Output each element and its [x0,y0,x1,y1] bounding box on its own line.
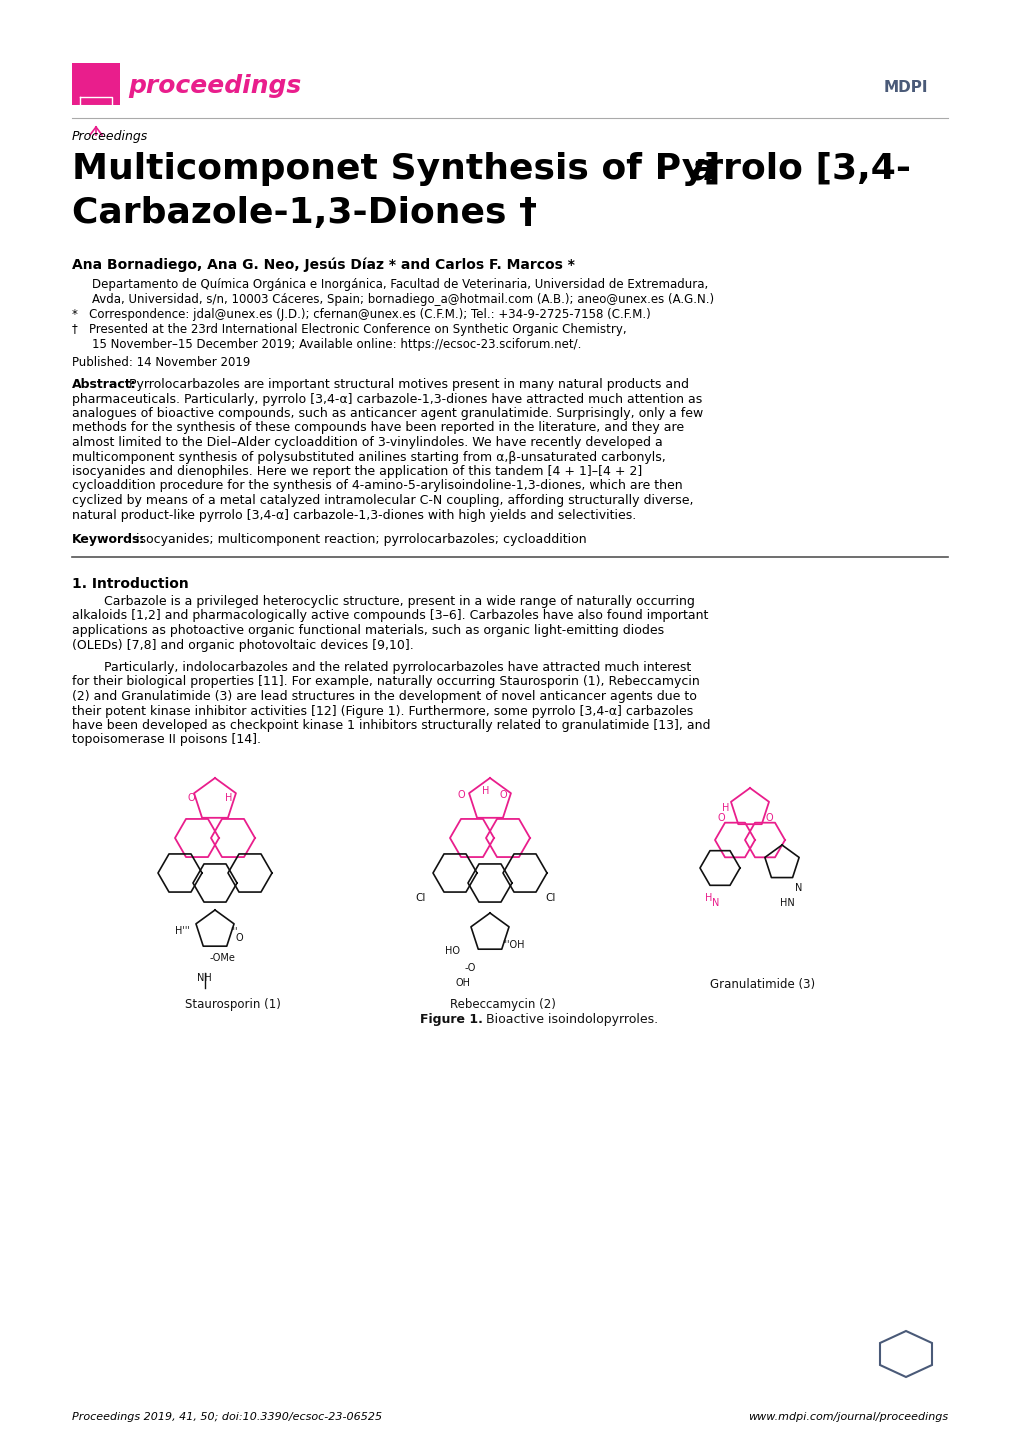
Text: Carbazole is a privileged heterocyclic structure, present in a wide range of nat: Carbazole is a privileged heterocyclic s… [72,596,694,609]
Text: Particularly, indolocarbazoles and the related pyrrolocarbazoles have attracted : Particularly, indolocarbazoles and the r… [72,660,691,673]
Text: methods for the synthesis of these compounds have been reported in the literatur: methods for the synthesis of these compo… [72,421,684,434]
Text: almost limited to the Diel–Alder cycloaddition of 3-vinylindoles. We have recent: almost limited to the Diel–Alder cycload… [72,435,662,448]
Text: applications as photoactive organic functional materials, such as organic light-: applications as photoactive organic func… [72,624,663,637]
Text: HO: HO [444,946,460,956]
Text: H''': H''' [175,926,190,936]
Text: have been developed as checkpoint kinase 1 inhibitors structurally related to gr: have been developed as checkpoint kinase… [72,720,710,733]
Text: -O: -O [465,963,476,973]
Text: (2) and Granulatimide (3) are lead structures in the development of novel antica: (2) and Granulatimide (3) are lead struc… [72,691,696,704]
Text: Bioactive isoindolopyrroles.: Bioactive isoindolopyrroles. [482,1012,657,1027]
Text: O: O [234,933,243,943]
Text: cycloaddition procedure for the synthesis of 4-amino-5-arylisoindoline-1,3-dione: cycloaddition procedure for the synthesi… [72,480,682,493]
Text: Granulatimide (3): Granulatimide (3) [709,978,814,991]
Text: ''': ''' [229,926,237,936]
Text: (OLEDs) [7,8] and organic photovoltaic devices [9,10].: (OLEDs) [7,8] and organic photovoltaic d… [72,639,414,652]
Text: pharmaceuticals. Particularly, pyrrolo [3,4-α] carbazole-1,3-diones have attract: pharmaceuticals. Particularly, pyrrolo [… [72,392,701,405]
Text: multicomponent synthesis of polysubstituted anilines starting from α,β-unsaturat: multicomponent synthesis of polysubstitu… [72,450,665,463]
Text: Published: 14 November 2019: Published: 14 November 2019 [72,356,250,369]
Text: Carbazole-1,3-Diones †: Carbazole-1,3-Diones † [72,196,537,231]
Text: proceedings: proceedings [127,74,301,98]
Text: †   Presented at the 23rd International Electronic Conference on Synthetic Organ: † Presented at the 23rd International El… [72,323,626,336]
Text: 15 November–15 December 2019; Available online: https://ecsoc-23.sciforum.net/.: 15 November–15 December 2019; Available … [92,337,581,350]
Text: a: a [689,151,713,186]
Text: alkaloids [1,2] and pharmacologically active compounds [3–6]. Carbazoles have al: alkaloids [1,2] and pharmacologically ac… [72,610,707,623]
Text: '''OH: '''OH [501,940,524,950]
Text: Ana Bornadiego, Ana G. Neo, Jesús Díaz * and Carlos F. Marcos *: Ana Bornadiego, Ana G. Neo, Jesús Díaz *… [72,258,575,273]
Text: cyclized by means of a metal catalyzed intramolecular C-N coupling, affording st: cyclized by means of a metal catalyzed i… [72,495,693,508]
Text: isocyanides; multicomponent reaction; pyrrolocarbazoles; cycloaddition: isocyanides; multicomponent reaction; py… [136,534,586,547]
FancyBboxPatch shape [72,63,120,105]
Text: NH: NH [197,973,212,983]
Text: topoisomerase II poisons [14].: topoisomerase II poisons [14]. [72,734,261,747]
Text: Cl: Cl [415,893,425,903]
Text: -OMe: -OMe [210,953,235,963]
Text: Departamento de Química Orgánica e Inorgánica, Facultad de Veterinaria, Universi: Departamento de Química Orgánica e Inorg… [92,278,707,291]
Text: H: H [225,793,232,803]
Text: H: H [482,786,489,796]
Text: for their biological properties [11]. For example, naturally occurring Staurospo: for their biological properties [11]. Fo… [72,675,699,688]
Text: O: O [764,813,771,823]
Text: MDPI: MDPI [882,81,927,95]
Text: O: O [186,793,195,803]
Text: Keywords:: Keywords: [72,534,146,547]
Text: N: N [711,898,718,908]
Text: Proceedings: Proceedings [72,130,148,143]
Text: ]: ] [703,151,719,186]
Text: natural product-like pyrrolo [3,4-α] carbazole-1,3-diones with high yields and s: natural product-like pyrrolo [3,4-α] car… [72,509,636,522]
Text: O: O [717,813,725,823]
Text: 1. Introduction: 1. Introduction [72,577,189,591]
Text: Figure 1.: Figure 1. [420,1012,482,1027]
Text: HN: HN [780,898,794,908]
Text: Multicomponet Synthesis of Pyrrolo [3,4-: Multicomponet Synthesis of Pyrrolo [3,4- [72,151,910,186]
Text: O: O [458,790,465,800]
Text: Pyrrolocarbazoles are important structural motives present in many natural produ: Pyrrolocarbazoles are important structur… [128,378,688,391]
Text: O: O [499,790,507,800]
Text: isocyanides and dienophiles. Here we report the application of this tandem [4 + : isocyanides and dienophiles. Here we rep… [72,464,642,477]
Text: H: H [704,893,711,903]
Text: Rebeccamycin (2): Rebeccamycin (2) [449,998,555,1011]
Text: analogues of bioactive compounds, such as anticancer agent granulatimide. Surpri: analogues of bioactive compounds, such a… [72,407,702,420]
Text: N: N [794,883,802,893]
Text: Staurosporin (1): Staurosporin (1) [184,998,280,1011]
Text: *   Correspondence: jdal@unex.es (J.D.); cfernan@unex.es (C.F.M.); Tel.: +34-9-2: * Correspondence: jdal@unex.es (J.D.); c… [72,309,650,322]
Text: H: H [721,803,729,813]
Text: OH: OH [454,978,470,988]
Text: Avda, Universidad, s/n, 10003 Cáceres, Spain; bornadiego_a@hotmail.com (A.B.); a: Avda, Universidad, s/n, 10003 Cáceres, S… [92,293,713,306]
Text: Cl: Cl [544,893,554,903]
Text: www.mdpi.com/journal/proceedings: www.mdpi.com/journal/proceedings [747,1412,947,1422]
Text: Abstract:: Abstract: [72,378,137,391]
Text: their potent kinase inhibitor activities [12] (Figure 1). Furthermore, some pyrr: their potent kinase inhibitor activities… [72,705,693,718]
Text: Proceedings 2019, 41, 50; doi:10.3390/ecsoc-23-06525: Proceedings 2019, 41, 50; doi:10.3390/ec… [72,1412,382,1422]
